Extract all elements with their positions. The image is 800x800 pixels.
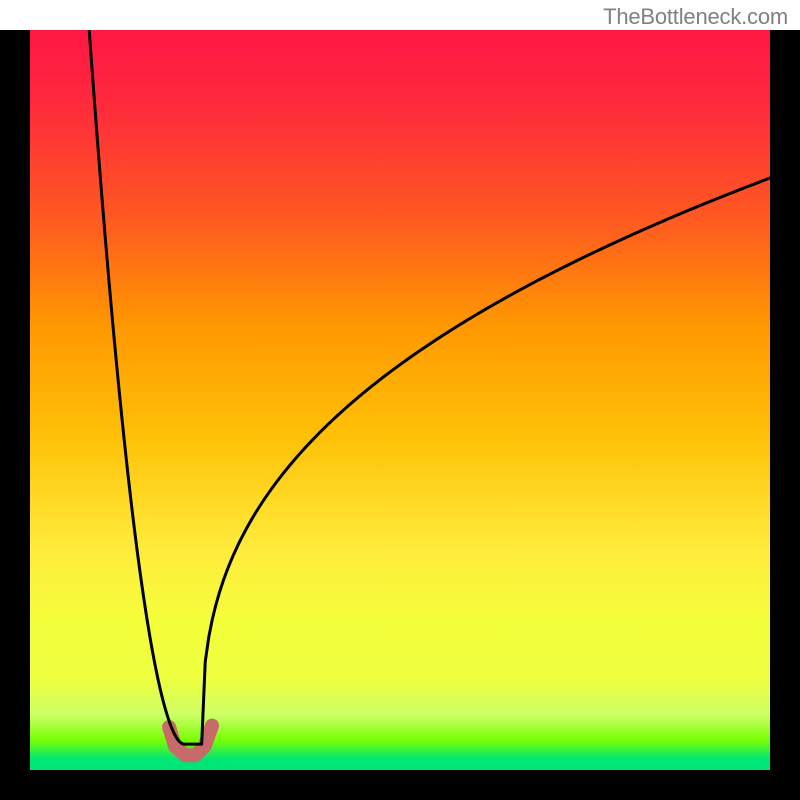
bottleneck-chart (0, 0, 800, 800)
plot-background (30, 30, 770, 770)
watermark-text: TheBottleneck.com (603, 4, 788, 30)
border-right (770, 30, 800, 800)
border-bottom (0, 770, 800, 800)
border-left (0, 30, 30, 800)
